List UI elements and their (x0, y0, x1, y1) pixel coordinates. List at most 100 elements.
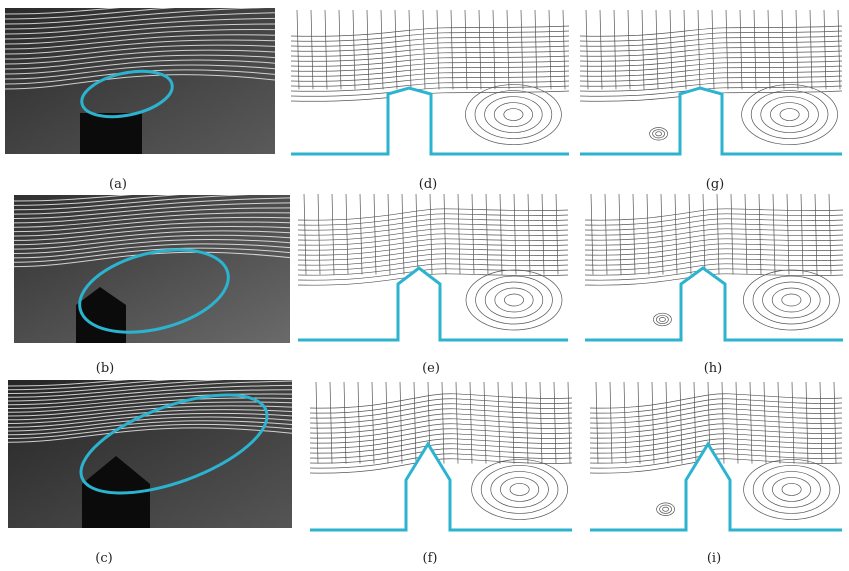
streamline (590, 418, 842, 434)
recirculation-loop (771, 287, 811, 313)
streamline (291, 70, 569, 82)
smoke-line (14, 207, 290, 224)
recirculation-loop (760, 96, 819, 133)
streamline (298, 223, 568, 236)
streamline-i-art (590, 381, 842, 532)
streamline (580, 55, 842, 67)
flow-vector-column (679, 381, 683, 464)
streamline-panel-e (298, 192, 568, 342)
streamline (590, 448, 842, 464)
panel-label-b: (b) (95, 361, 115, 376)
streamline-d-art (291, 9, 569, 156)
flow-vector-column (604, 193, 608, 275)
flow-vector-column (296, 9, 300, 90)
smoke-line (14, 221, 290, 237)
streamline-panel-g (580, 8, 842, 156)
streamline (310, 433, 572, 449)
streamline (580, 45, 842, 57)
flow-vector-column (499, 193, 503, 275)
flow-vector-column (828, 193, 832, 275)
streamline (298, 258, 568, 271)
streamline (298, 248, 568, 261)
photo-c-art (8, 380, 292, 528)
streamline (580, 75, 842, 87)
recirculation-loop (480, 465, 559, 514)
upstream-vortex (649, 127, 668, 141)
flow-vector-column (795, 9, 799, 90)
streamline-panel-f (310, 380, 572, 532)
streamline (298, 228, 568, 241)
streamline (291, 45, 569, 57)
streamline (291, 25, 569, 37)
recirculation-loop (474, 90, 553, 139)
smoke-line (5, 59, 275, 75)
smoke-line (5, 34, 275, 50)
smoke-line (14, 212, 290, 228)
streamline (310, 448, 572, 464)
streamline (298, 253, 568, 266)
streamline (590, 398, 842, 414)
streamline-panel-h (585, 192, 843, 342)
streamline-h-art (585, 193, 843, 342)
streamline (580, 80, 842, 92)
flow-vector-column (595, 381, 599, 464)
flow-vector-column (539, 381, 543, 464)
flow-vector-column (366, 9, 370, 90)
flow-vector-column (651, 381, 655, 464)
flow-vector-column (744, 193, 748, 275)
flow-vector-column (485, 193, 489, 275)
flow-vector-column (711, 9, 715, 90)
smoke-line (14, 195, 132, 202)
recirculation-loop (471, 459, 568, 520)
streamline (291, 30, 569, 42)
streamline (590, 403, 842, 419)
streamline (585, 263, 843, 276)
recirculation-loop (490, 471, 549, 508)
smoke-line (5, 39, 275, 55)
flow-vector-column (805, 381, 809, 464)
flow-vector-column (730, 193, 734, 275)
flow-vector-column (527, 193, 531, 275)
flow-vector-column (541, 193, 545, 275)
panel-label-e: (e) (422, 361, 440, 376)
smoke-line (8, 380, 226, 394)
smoke-line (8, 384, 292, 402)
flow-vector-column (665, 381, 669, 464)
smoke-line (14, 234, 290, 250)
flow-vector-column (702, 193, 706, 275)
smoke-line (8, 409, 292, 424)
recirculation-loop (493, 102, 533, 127)
flow-vector-column (343, 381, 347, 464)
photo-panel-a (5, 8, 275, 154)
streamline (291, 50, 569, 62)
flow-vector-column (548, 9, 552, 90)
streamline (590, 393, 842, 409)
streamline (585, 233, 843, 246)
flow-vector-column (683, 9, 687, 90)
flow-vector-column (534, 9, 538, 90)
recirculation-loop (743, 459, 840, 520)
panel-label-d: (d) (418, 177, 438, 192)
streamline (590, 413, 842, 429)
recirculation-loop (779, 108, 800, 121)
flow-vector-column (772, 193, 776, 275)
smoke-line (5, 17, 275, 35)
flow-vector-column (609, 381, 613, 464)
smoke-line (8, 427, 292, 443)
flow-vector-column (553, 381, 557, 464)
flow-vector-column (443, 193, 447, 275)
flow-vector-column (359, 193, 363, 275)
streamline (585, 243, 843, 256)
flow-vector-column (758, 193, 762, 275)
streamline (580, 65, 842, 77)
flow-vector-column (637, 381, 641, 464)
smoke-line (8, 380, 292, 398)
flow-vector-column (387, 193, 391, 275)
streamline-f-art (310, 381, 572, 532)
streamline (580, 90, 842, 102)
flow-vector-column (408, 9, 412, 90)
recirculation-loop (494, 287, 534, 313)
streamline (580, 50, 842, 62)
flow-vector-column (693, 381, 697, 464)
smoke-line (5, 8, 176, 20)
